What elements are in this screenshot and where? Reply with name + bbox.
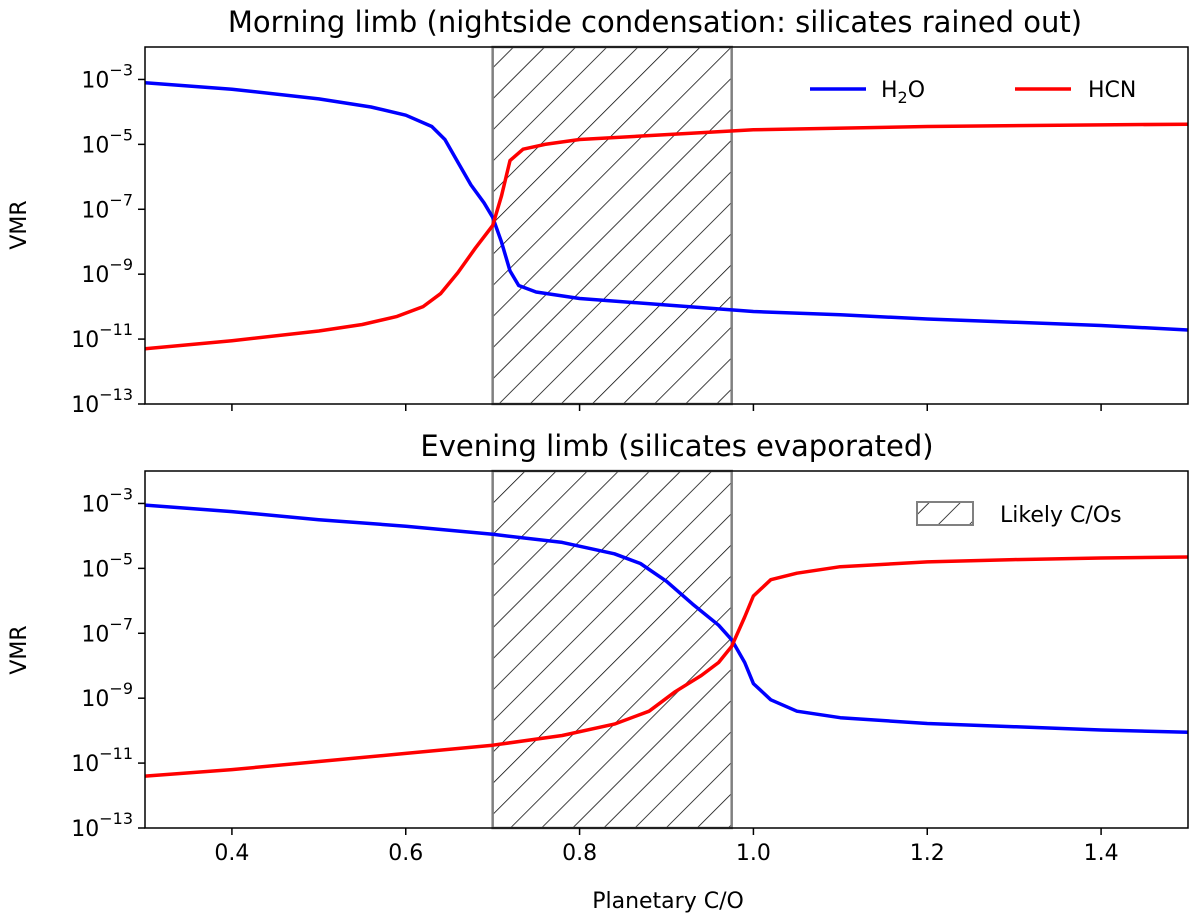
panel-title: Evening limb (silicates evaporated): [420, 429, 933, 463]
x-axis: [231, 404, 1102, 411]
y-tick-exponent: −7: [109, 614, 133, 633]
y-tick-label: 10−5: [81, 125, 133, 158]
y-tick-label: 10−13: [71, 809, 133, 842]
y-tick-exponent: −3: [109, 60, 133, 79]
y-tick-base: 10: [81, 68, 109, 93]
y-tick-base: 10: [71, 817, 99, 842]
legend-h2o-label: H: [881, 78, 898, 103]
shaded-region-bottom: [491, 469, 733, 830]
y-tick-label: 10−9: [81, 255, 133, 288]
axes-frame: [144, 470, 1189, 829]
y-tick-exponent: −13: [99, 809, 133, 828]
y-axis-label: VMR: [7, 625, 32, 674]
legend-h2o-subscript: 2: [898, 88, 908, 107]
y-tick-label: 10−5: [81, 549, 133, 582]
y-tick-exponent: −3: [109, 484, 133, 503]
shaded-region: [491, 45, 733, 406]
y-tick-exponent: −11: [99, 320, 133, 339]
x-tick-label: 1.2: [910, 841, 945, 866]
y-tick-label: 10−7: [81, 190, 133, 223]
x-tick-label: 0.4: [214, 841, 249, 866]
series-lines: [145, 80, 1188, 351]
y-tick-exponent: −5: [109, 125, 133, 144]
x-tick-label: 1.0: [736, 841, 771, 866]
x-tick-label: 1.4: [1084, 841, 1119, 866]
x-tick-label: 0.8: [562, 841, 597, 866]
y-tick-label: 10−11: [71, 744, 133, 777]
legend-h2o-label: H2O: [881, 78, 925, 107]
series-lines: [145, 503, 1188, 778]
y-tick-exponent: −5: [109, 549, 133, 568]
y-tick-base: 10: [71, 393, 99, 418]
legend: Likely C/Os: [916, 501, 1122, 528]
y-tick-base: 10: [71, 752, 99, 777]
axes-frame: [144, 46, 1189, 405]
y-tick-base: 10: [71, 328, 99, 353]
series-line-h2o: [145, 80, 1188, 332]
series-line-hcn: [145, 122, 1188, 351]
y-tick-exponent: −11: [99, 744, 133, 763]
legend-h2o-label: O: [908, 78, 925, 103]
y-tick-base: 10: [81, 622, 109, 647]
y-tick-base: 10: [81, 687, 109, 712]
x-axis: 0.4 0.6 0.8 1.0 1.2 1.4: [214, 828, 1119, 866]
y-tick-label: 10−11: [71, 320, 133, 353]
x-axis-label: Planetary C/O: [592, 889, 744, 914]
y-tick-base: 10: [81, 492, 109, 517]
y-tick-label: 10−9: [81, 679, 133, 712]
series-line-hcn: [145, 555, 1188, 778]
panel-morning: Morning limb (nightside condensation: si…: [7, 5, 1189, 418]
x-tick-label: 0.6: [388, 841, 423, 866]
y-tick-base: 10: [81, 133, 109, 158]
legend-hatch-swatch: [916, 501, 974, 526]
shaded-region-top: [491, 45, 733, 406]
y-tick-exponent: −9: [109, 679, 133, 698]
y-tick-exponent: −9: [109, 255, 133, 274]
y-tick-exponent: −13: [99, 385, 133, 404]
legend-likely-label: Likely C/Os: [1000, 503, 1122, 528]
y-tick-base: 10: [81, 198, 109, 223]
y-tick-label: 10−13: [71, 385, 133, 418]
y-tick-label: 10−7: [81, 614, 133, 647]
y-tick-base: 10: [81, 557, 109, 582]
shaded-region: [491, 469, 733, 830]
y-tick-label: 10−3: [81, 484, 133, 517]
y-tick-label: 10−3: [81, 60, 133, 93]
y-axis-label: VMR: [7, 200, 32, 249]
y-tick-base: 10: [81, 263, 109, 288]
y-tick-exponent: −7: [109, 190, 133, 209]
legend-hcn-label: HCN: [1088, 78, 1136, 103]
panel-title: Morning limb (nightside condensation: si…: [228, 5, 1082, 39]
panel-evening: Evening limb (silicates evaporated) 10−3…: [7, 429, 1189, 914]
legend: H2O HCN: [810, 78, 1136, 107]
series-line-h2o: [145, 503, 1188, 735]
